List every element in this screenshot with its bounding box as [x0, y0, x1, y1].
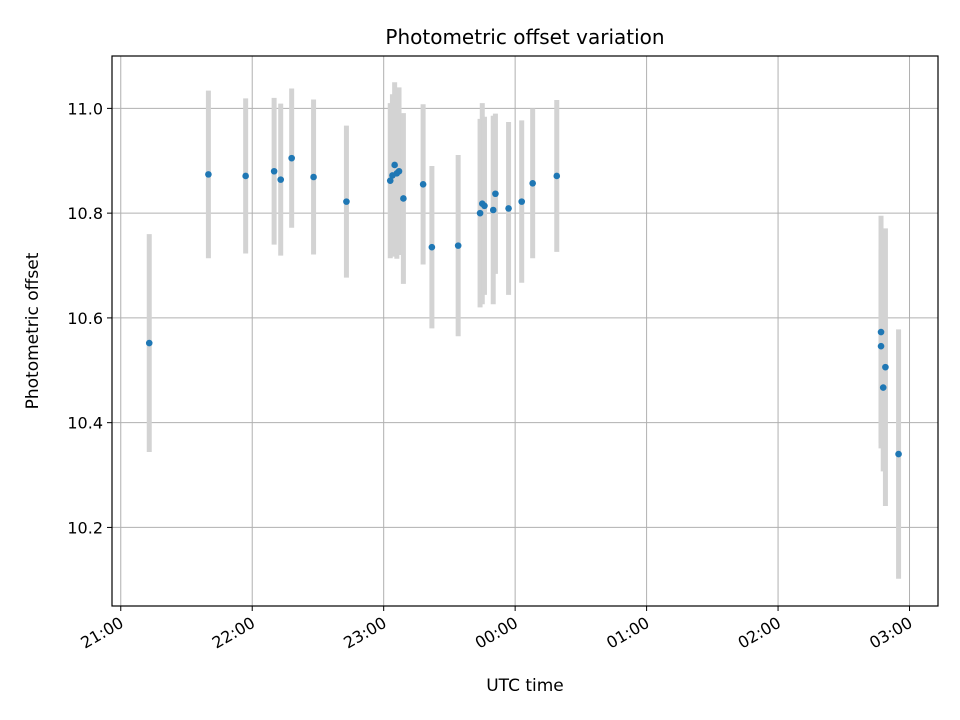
y-tick-label: 10.6: [67, 309, 103, 328]
data-point: [428, 243, 436, 251]
data-point: [481, 202, 488, 210]
data-point: [270, 167, 278, 175]
data-point: [400, 195, 407, 202]
data-point: [242, 172, 249, 180]
y-tick-label: 10.8: [67, 204, 103, 223]
x-axis-label: UTC time: [486, 676, 564, 696]
y-tick-label: 10.2: [67, 518, 103, 537]
data-point: [145, 339, 153, 347]
y-tick-label: 10.4: [67, 414, 103, 433]
data-point: [518, 198, 526, 205]
y-axis-ticks: 10.2 10.4 10.6 10.8 11.0: [67, 99, 112, 537]
y-tick-label: 11.0: [67, 99, 103, 118]
data-point: [489, 206, 497, 214]
data-points: [145, 154, 902, 458]
data-point: [310, 173, 317, 181]
data-point: [386, 177, 394, 184]
chart-title: Photometric offset variation: [385, 25, 664, 49]
data-point: [395, 167, 403, 175]
data-point: [288, 154, 295, 162]
data-point: [877, 342, 885, 350]
data-point: [505, 205, 512, 212]
data-point: [391, 161, 398, 169]
y-axis-label: Photometric offset: [23, 252, 43, 409]
data-point: [895, 450, 902, 458]
data-point: [205, 171, 212, 178]
plot-frame: [111, 55, 939, 607]
data-point: [419, 181, 427, 188]
data-point: [454, 242, 462, 249]
data-point: [492, 190, 499, 198]
data-point: [877, 328, 885, 336]
data-point: [529, 179, 536, 187]
data-point: [553, 172, 561, 180]
data-point: [879, 384, 887, 391]
grid: [112, 56, 938, 606]
data-point: [476, 209, 484, 217]
data-point: [343, 198, 350, 205]
data-point: [882, 363, 889, 371]
data-point: [277, 176, 285, 183]
